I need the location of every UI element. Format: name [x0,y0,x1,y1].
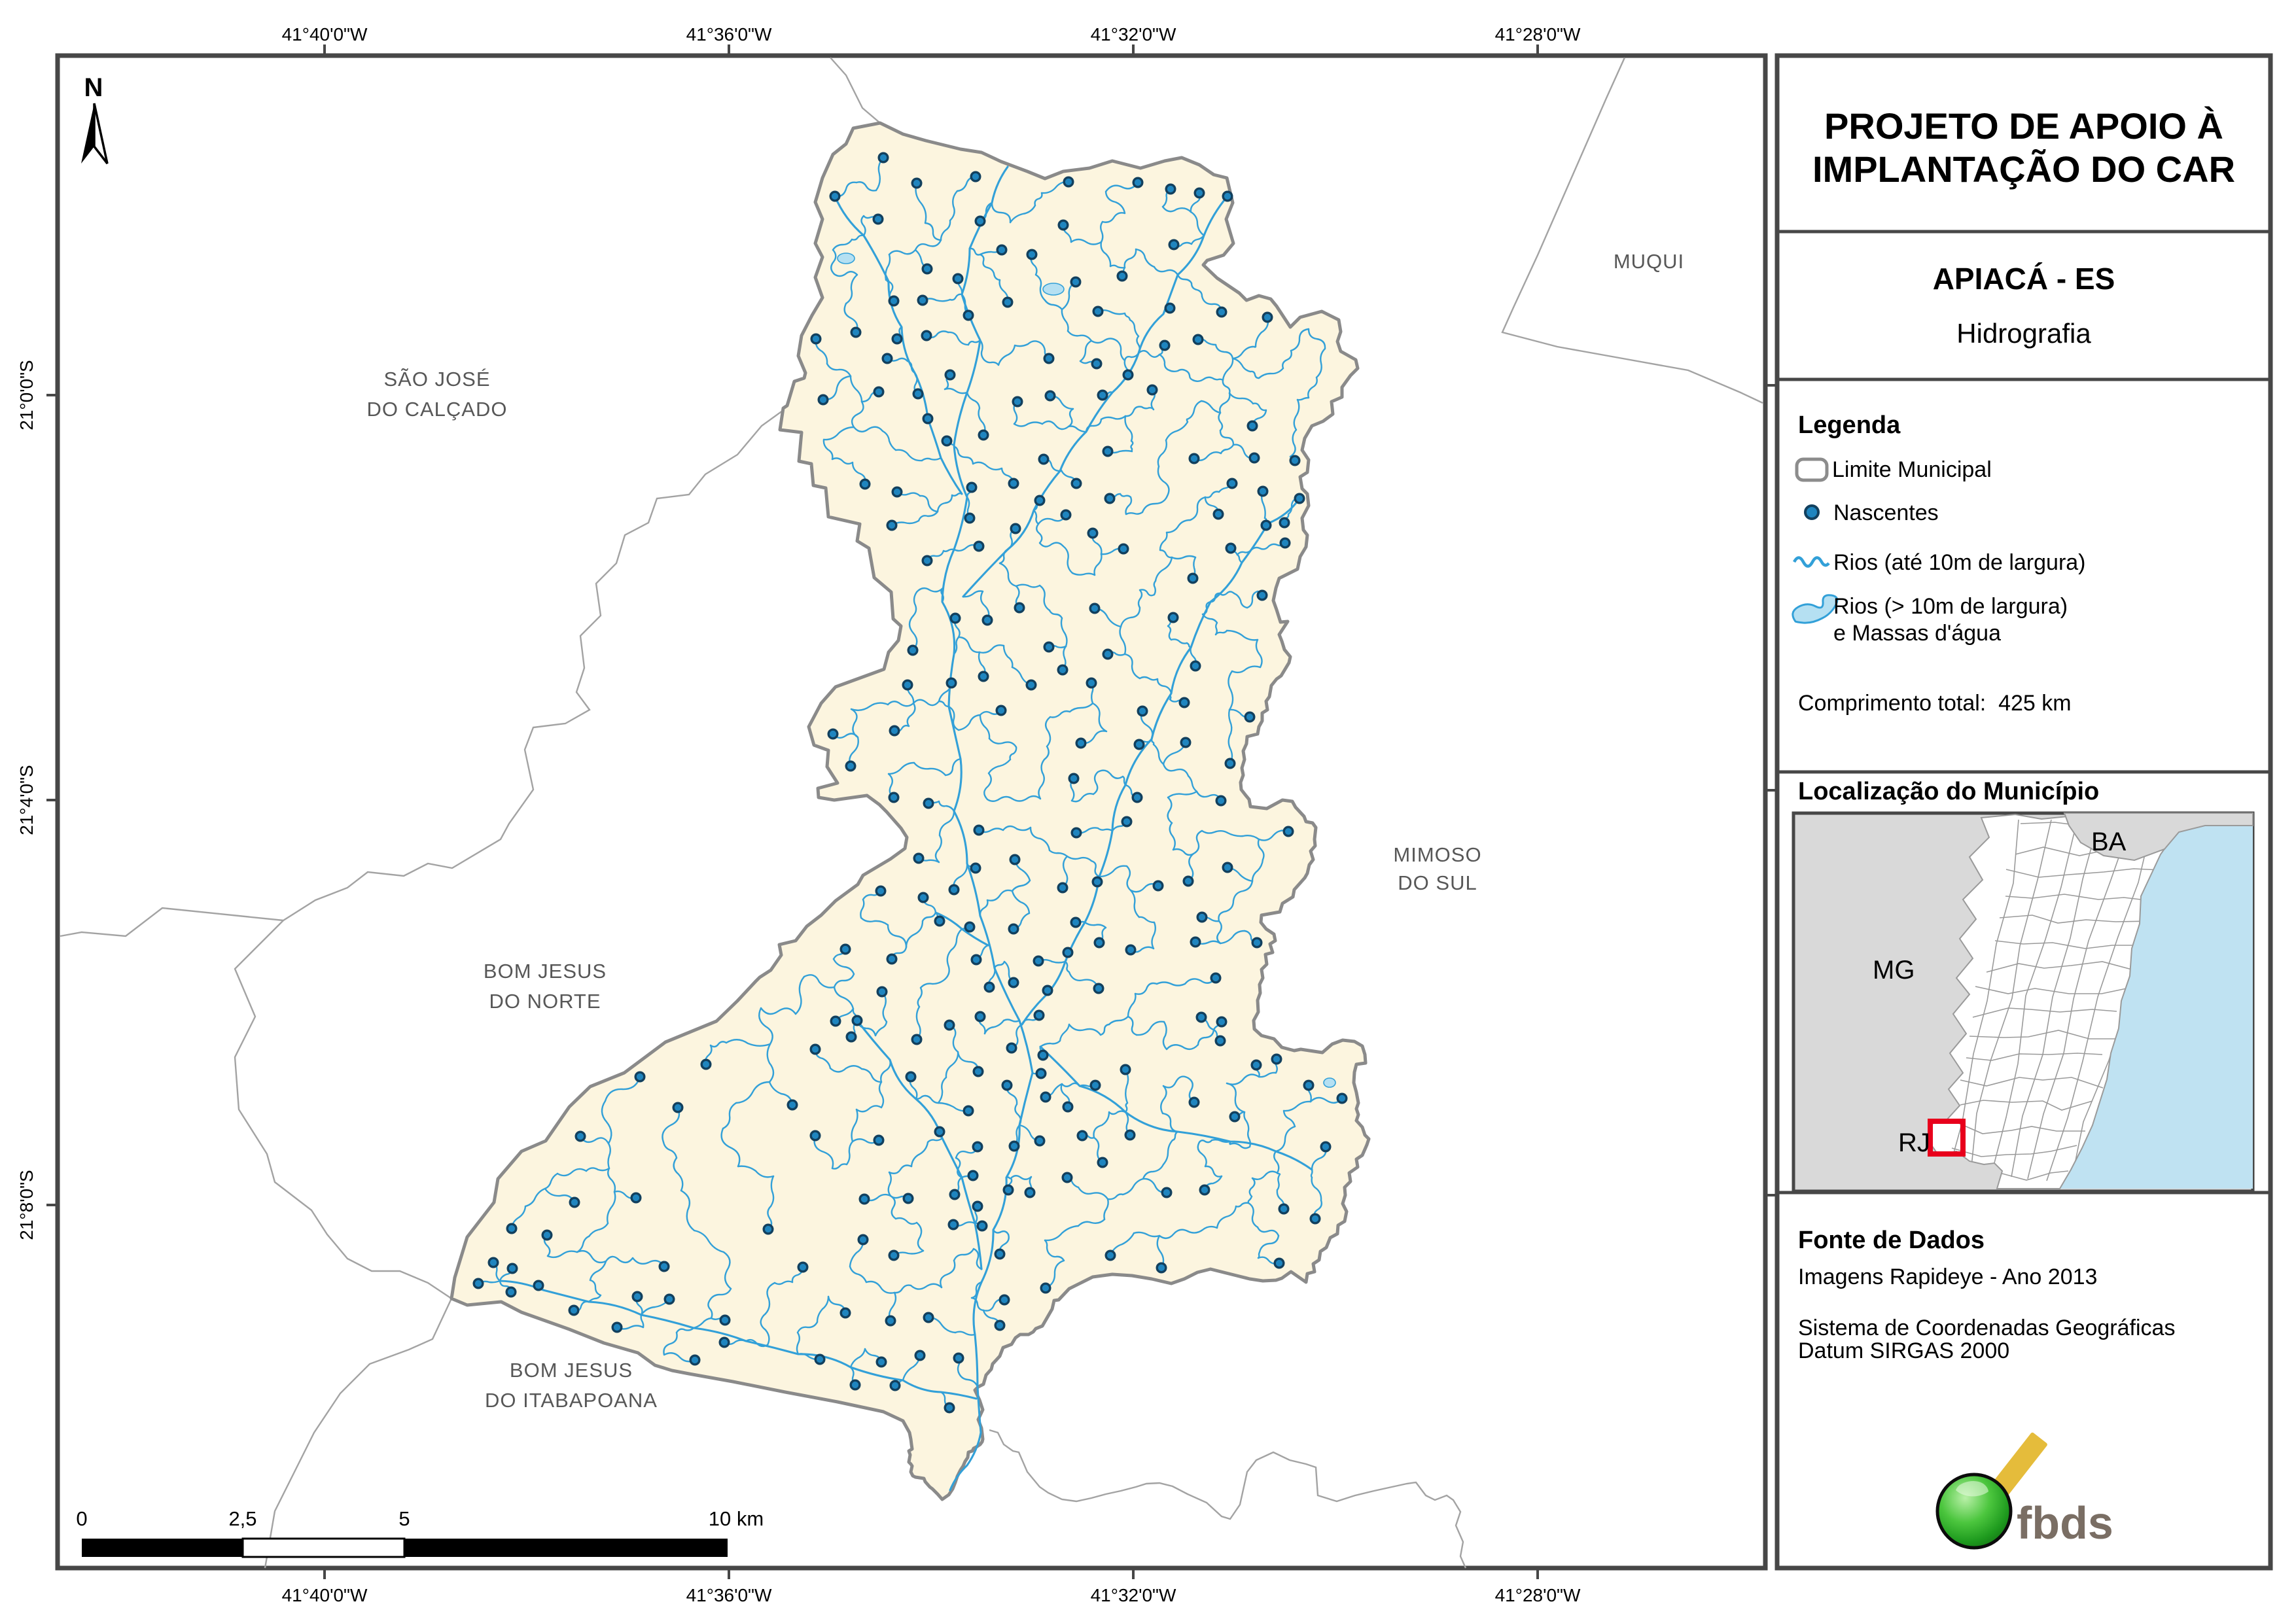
svg-text:Nascentes: Nascentes [1833,500,1939,525]
svg-text:41°36'0"W: 41°36'0"W [686,1585,772,1605]
svg-text:DO NORTE: DO NORTE [489,990,601,1013]
svg-text:Rios (até 10m de largura): Rios (até 10m de largura) [1833,550,2086,575]
svg-text:fbds: fbds [2017,1497,2113,1548]
svg-text:41°40'0"W: 41°40'0"W [282,1585,368,1605]
svg-text:DO CALÇADO: DO CALÇADO [367,398,508,421]
svg-text:BA: BA [2091,828,2127,856]
svg-text:10 km: 10 km [709,1507,764,1530]
svg-text:21°8'0"S: 21°8'0"S [16,1170,37,1240]
svg-text:21°0'0"S: 21°0'0"S [16,360,37,430]
svg-text:e Massas d'água: e Massas d'água [1833,621,2001,646]
svg-text:2,5: 2,5 [228,1507,256,1530]
svg-text:0: 0 [76,1507,87,1530]
svg-text:DO SUL: DO SUL [1398,871,1477,894]
svg-text:PROJETO DE APOIO À: PROJETO DE APOIO À [1824,105,2223,147]
svg-text:MUQUI: MUQUI [1614,250,1684,273]
svg-text:N: N [84,73,103,102]
svg-text:BOM JESUS: BOM JESUS [484,960,607,983]
svg-text:Imagens Rapideye - Ano 2013: Imagens Rapideye - Ano 2013 [1798,1265,2097,1289]
svg-text:Legenda: Legenda [1798,411,1901,439]
svg-text:IMPLANTAÇÃO DO CAR: IMPLANTAÇÃO DO CAR [1812,148,2235,190]
svg-text:BOM JESUS: BOM JESUS [510,1359,633,1382]
svg-text:41°40'0"W: 41°40'0"W [282,24,368,44]
svg-text:41°32'0"W: 41°32'0"W [1091,1585,1176,1605]
svg-text:Limite Municipal: Limite Municipal [1832,457,1992,482]
svg-text:Fonte de Dados: Fonte de Dados [1798,1227,1985,1254]
svg-text:Hidrografia: Hidrografia [1956,318,2091,349]
svg-text:41°28'0"W: 41°28'0"W [1495,1585,1581,1605]
svg-text:RJ: RJ [1898,1128,1930,1157]
svg-text:Localização do Município: Localização do Município [1798,778,2099,805]
svg-text:Comprimento total: 425 km: Comprimento total: 425 km [1798,691,2072,716]
svg-text:MIMOSO: MIMOSO [1393,843,1481,866]
svg-text:MG: MG [1873,956,1915,985]
svg-text:21°4'0"S: 21°4'0"S [16,765,37,835]
svg-text:APIACÁ - ES: APIACÁ - ES [1933,262,2115,296]
svg-text:Datum SIRGAS 2000: Datum SIRGAS 2000 [1798,1338,2009,1363]
svg-text:41°36'0"W: 41°36'0"W [686,24,772,44]
svg-text:41°28'0"W: 41°28'0"W [1495,24,1581,44]
svg-text:Sistema de Coordenadas Geográf: Sistema de Coordenadas Geográficas [1798,1316,2175,1340]
svg-text:41°32'0"W: 41°32'0"W [1091,24,1176,44]
svg-text:5: 5 [398,1507,410,1530]
svg-text:SÃO JOSÉ: SÃO JOSÉ [383,368,490,391]
svg-text:Rios (> 10m de largura): Rios (> 10m de largura) [1833,594,2068,619]
svg-text:DO ITABAPOANA: DO ITABAPOANA [485,1389,658,1412]
